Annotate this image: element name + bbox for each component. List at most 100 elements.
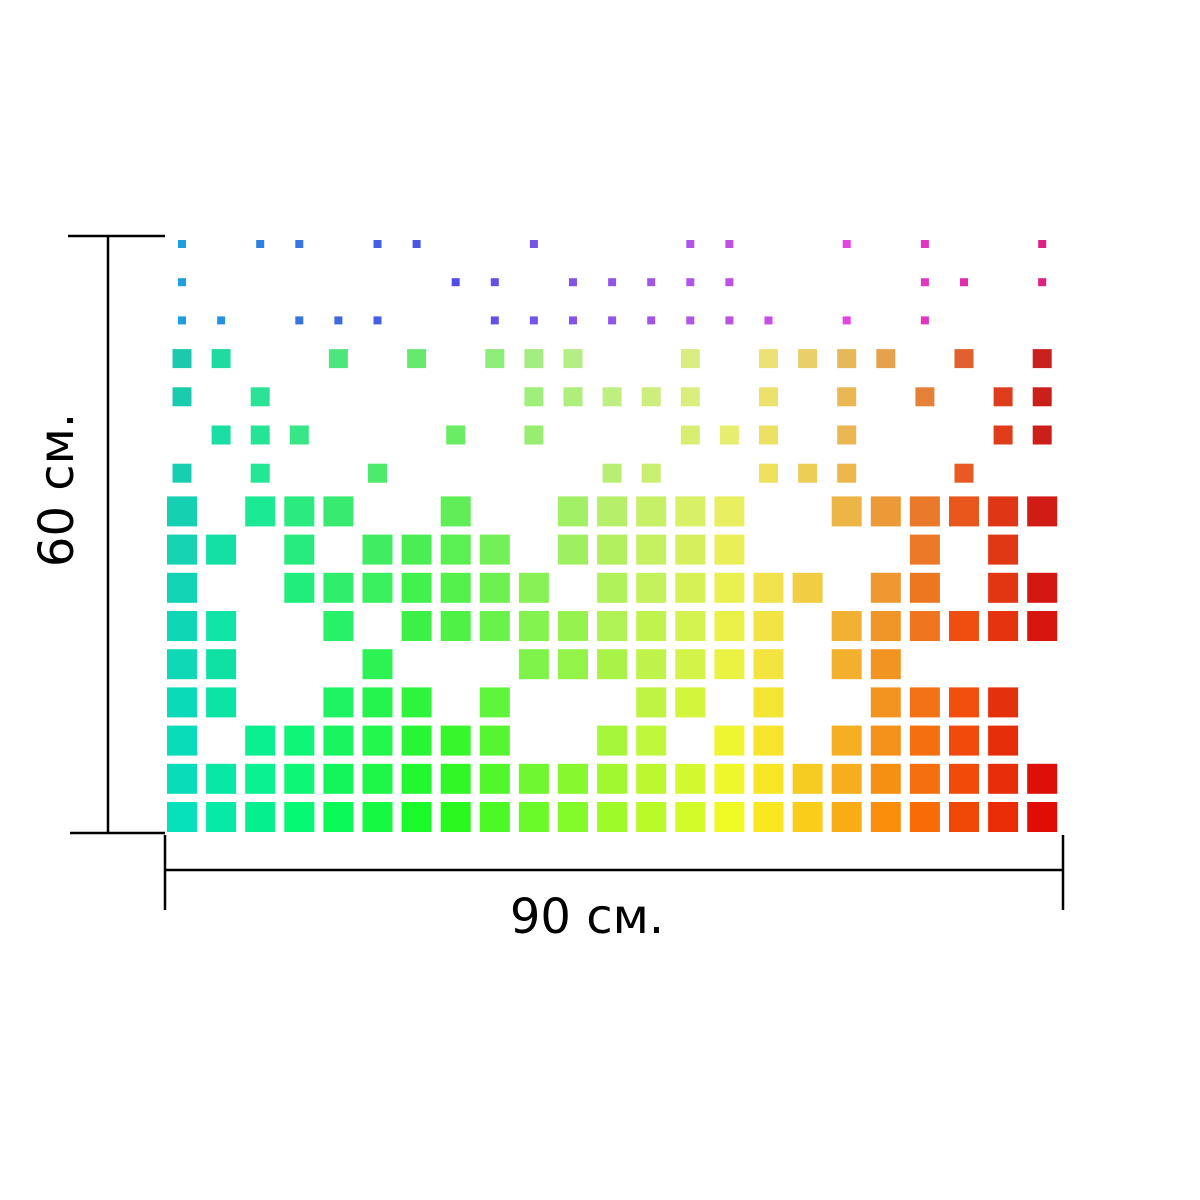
mosaic-tile [792, 802, 823, 832]
mosaic-tile [524, 425, 544, 445]
mosaic-tile [993, 387, 1013, 407]
mosaic-tile [988, 802, 1019, 832]
mosaic-tile [490, 278, 499, 287]
mosaic-tile [993, 425, 1013, 445]
mosaic-tile [558, 496, 588, 527]
mosaic-tile [602, 463, 622, 483]
mosaic-tile [636, 534, 667, 565]
mosaic-tile [608, 316, 617, 325]
mosaic-tile [636, 611, 667, 641]
mosaic-tile [876, 349, 896, 369]
mosaic-tile [206, 763, 237, 794]
mosaic-tile [167, 802, 197, 832]
mosaic-tile [518, 611, 549, 641]
mosaic-tile [831, 763, 862, 794]
mosaic-tile [178, 240, 186, 248]
mosaic-tile [949, 763, 979, 794]
mosaic-tile [245, 725, 276, 756]
mosaic-tile [714, 572, 745, 603]
mosaic-tile [870, 725, 901, 756]
mosaic-tile [870, 572, 901, 603]
mosaic-tile [401, 534, 432, 565]
mosaic-tile [569, 316, 577, 325]
mosaic-tile [714, 802, 745, 832]
mosaic-tile [837, 387, 857, 407]
mosaic-tile [920, 316, 929, 325]
mosaic-tile [608, 278, 617, 287]
mosaic-tile [909, 611, 940, 641]
mosaic-tile [837, 425, 857, 445]
mosaic-tile [753, 763, 784, 794]
mosaic-tile [915, 387, 935, 407]
mosaic-tile [323, 802, 354, 832]
mosaic-tile [206, 802, 237, 832]
mosaic-tile [949, 725, 979, 756]
mosaic-tile [167, 572, 197, 603]
mosaic-tile [172, 349, 192, 369]
mosaic-tile [636, 802, 667, 832]
mosaic-tile [284, 802, 315, 832]
mosaic-tile [949, 611, 979, 641]
mosaic-tile [675, 763, 706, 794]
mosaic-tile [440, 534, 471, 565]
height-label: 60 см. [29, 413, 85, 567]
mosaic-tile [870, 687, 901, 718]
mosaic-tile [206, 649, 237, 680]
mosaic-tile [792, 572, 823, 603]
mosaic-tile [167, 496, 197, 527]
mosaic-tile [524, 349, 544, 369]
mosaic-tile [725, 278, 734, 287]
mosaic-tile [373, 316, 382, 325]
mosaic-tile [675, 534, 706, 565]
mosaic-tile [753, 802, 784, 832]
mosaic-tile [831, 802, 862, 832]
mosaic-tile [479, 725, 510, 756]
mosaic-tile [759, 387, 778, 407]
mosaic-tile [680, 387, 700, 407]
mosaic-tile [256, 240, 265, 248]
mosaic-tile [446, 425, 466, 445]
mosaic-tile [323, 725, 354, 756]
mosaic-tile [870, 611, 901, 641]
mosaic-tile [909, 534, 940, 565]
mosaic-tile [597, 649, 628, 680]
mosaic-tile [245, 763, 276, 794]
mosaic-tile [725, 240, 734, 248]
mosaic-tile [949, 802, 979, 832]
mosaic-tile [636, 572, 667, 603]
mosaic-tile [440, 725, 471, 756]
mosaic-tile [479, 611, 510, 641]
mosaic-tile [178, 278, 186, 287]
mosaic-tile [558, 611, 588, 641]
mosaic-tile [323, 687, 354, 718]
mosaic-tile [636, 687, 667, 718]
mosaic-tile [250, 387, 270, 407]
mosaic-tile [714, 611, 745, 641]
mosaic-tile [753, 725, 784, 756]
mosaic-tile [368, 463, 387, 483]
mosaic-tile [401, 687, 432, 718]
mosaic-tile [563, 387, 583, 407]
mosaic-tile [167, 687, 197, 718]
mosaic-tile [675, 572, 706, 603]
mosaic-tile [440, 572, 471, 603]
mosaic-tile [714, 725, 745, 756]
mosaic-tile [920, 240, 929, 248]
mosaic-tile [870, 802, 901, 832]
mosaic-tile [837, 463, 857, 483]
mosaic-tile [373, 240, 382, 248]
mosaic-tile [362, 687, 393, 718]
mosaic-tile [675, 611, 706, 641]
mosaic-tile [558, 534, 588, 565]
mosaic-tile [284, 763, 315, 794]
mosaic-tile [362, 572, 393, 603]
mosaic-tile [1027, 611, 1058, 641]
mosaic-tile [401, 725, 432, 756]
mosaic-tile [323, 572, 354, 603]
mosaic-tile [641, 387, 661, 407]
mosaic-tile [636, 649, 667, 680]
mosaic-tile [167, 611, 197, 641]
mosaic-tile [831, 649, 862, 680]
mosaic-tile [558, 763, 588, 794]
